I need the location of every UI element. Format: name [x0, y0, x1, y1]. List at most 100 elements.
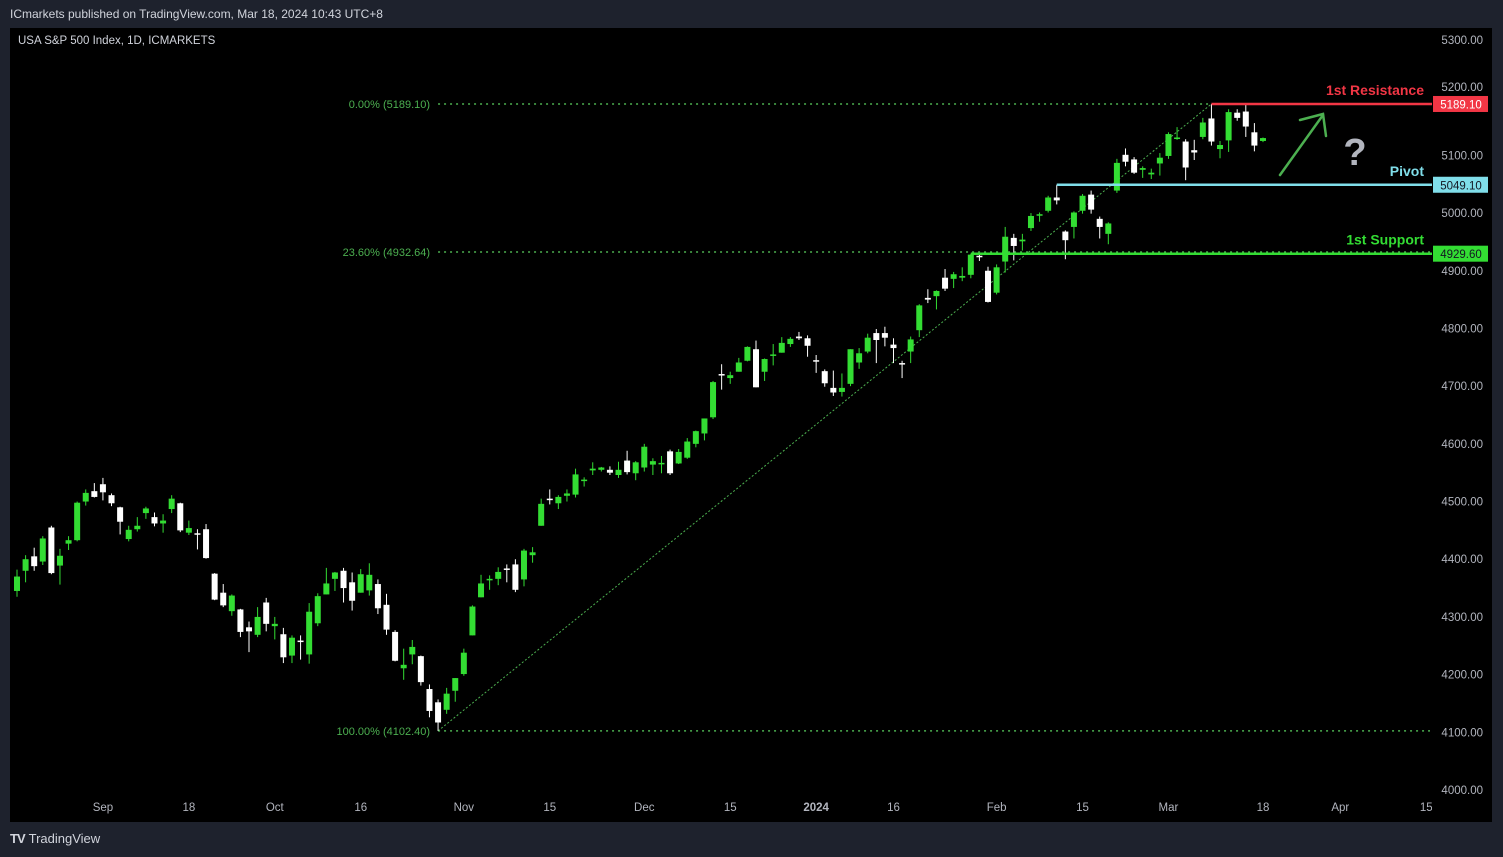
candle	[572, 468, 579, 498]
candle	[1191, 139, 1198, 160]
candle	[297, 635, 304, 660]
candle	[237, 608, 244, 638]
candle-body	[821, 371, 828, 384]
candle-body	[1002, 236, 1009, 262]
candle-body	[280, 634, 287, 658]
candle-body	[357, 574, 364, 593]
candle	[1251, 123, 1258, 152]
candle-body	[168, 498, 175, 510]
candle-body	[177, 503, 184, 531]
candle-body	[538, 503, 545, 526]
fib-level-label: 0.00% (5189.10)	[349, 99, 430, 111]
candle-body	[847, 349, 854, 384]
chart-panel[interactable]	[10, 28, 1492, 822]
candle-body	[271, 623, 278, 627]
candle-body	[31, 556, 38, 567]
candle	[1027, 213, 1034, 231]
candle	[1199, 117, 1206, 140]
y-tick-label: 4700.00	[1441, 381, 1483, 393]
price-tag-label: 5189.10	[1440, 99, 1482, 111]
time-axis[interactable]: Sep 18 Oct 16 Nov 15 Dec 15 2024 16 Feb 15 Mar 18 Apr 1…	[93, 802, 1433, 814]
candle	[924, 289, 931, 304]
candle	[1113, 158, 1120, 193]
fib-level-label: 100.00% (4102.40)	[336, 726, 430, 738]
candle	[31, 547, 38, 571]
candle	[211, 573, 218, 601]
candle	[813, 355, 820, 373]
tradingview-logo[interactable]: TV TradingView	[10, 831, 100, 846]
fib-trend-line[interactable]	[437, 103, 1212, 732]
candle	[134, 517, 141, 532]
candle-body	[366, 574, 373, 591]
candle	[254, 607, 261, 638]
candle-body	[134, 525, 141, 530]
candle-body	[795, 336, 802, 339]
candle	[374, 579, 381, 615]
candle	[847, 349, 854, 387]
candle	[770, 344, 777, 366]
x-tick-label: Nov	[454, 802, 475, 814]
candle-body	[950, 274, 957, 279]
candle-body	[615, 469, 622, 475]
candle-body	[56, 555, 63, 566]
candle-body	[1131, 159, 1138, 173]
candle	[74, 501, 81, 542]
candle-body	[907, 339, 914, 352]
candle-body	[520, 550, 527, 580]
candle-body	[1251, 132, 1258, 146]
candle	[306, 603, 313, 664]
candle-body	[108, 495, 115, 504]
candle	[1234, 109, 1241, 121]
candle	[864, 333, 871, 354]
level-label: 1st Support	[1346, 232, 1424, 248]
candle	[469, 605, 476, 636]
candle	[916, 304, 923, 338]
candle-body	[563, 493, 570, 496]
candle-body	[151, 517, 158, 524]
y-tick-label: 4200.00	[1441, 670, 1483, 682]
candle-body	[701, 418, 708, 434]
candle	[1174, 127, 1181, 140]
candle-body	[160, 520, 167, 524]
candle-body	[460, 652, 467, 675]
candle-body	[778, 342, 785, 353]
candle	[486, 575, 493, 590]
candle	[710, 380, 717, 420]
price-tag	[1433, 176, 1488, 193]
candle-body	[1174, 137, 1181, 139]
candle-body	[512, 564, 519, 590]
candle	[349, 572, 356, 611]
candle	[323, 567, 330, 595]
candle-body	[99, 484, 106, 493]
candle	[520, 548, 527, 587]
price-axis[interactable]: 5300.00 5200.00 5100.00 5000.00 4900.00 4800.…	[1441, 35, 1483, 797]
candle-body	[572, 474, 579, 495]
x-tick-label: 16	[887, 802, 900, 814]
candle	[82, 489, 89, 506]
candle-body	[48, 527, 55, 574]
candle-body	[598, 467, 605, 470]
candle-body	[117, 507, 124, 522]
candle	[795, 331, 802, 340]
candle	[1079, 194, 1086, 214]
price-tag-label: 4929.60	[1440, 249, 1482, 261]
candle-body	[331, 572, 338, 579]
fib-level-label: 23.60% (4932.64)	[343, 247, 430, 259]
candle-body	[65, 540, 72, 544]
candle	[1139, 166, 1146, 178]
candle	[1036, 212, 1043, 222]
candle	[667, 449, 674, 475]
candle-body	[1165, 134, 1172, 156]
x-tick-label: 15	[1420, 802, 1433, 814]
candle-body	[993, 267, 1000, 293]
candle-body	[606, 469, 613, 473]
candle	[778, 337, 785, 353]
candle	[357, 569, 364, 593]
candle-body	[288, 637, 295, 656]
y-tick-label: 4100.00	[1441, 727, 1483, 739]
y-tick-label: 4000.00	[1441, 785, 1483, 797]
candle	[246, 621, 253, 653]
candle-body	[383, 604, 390, 630]
candle	[1045, 195, 1052, 213]
